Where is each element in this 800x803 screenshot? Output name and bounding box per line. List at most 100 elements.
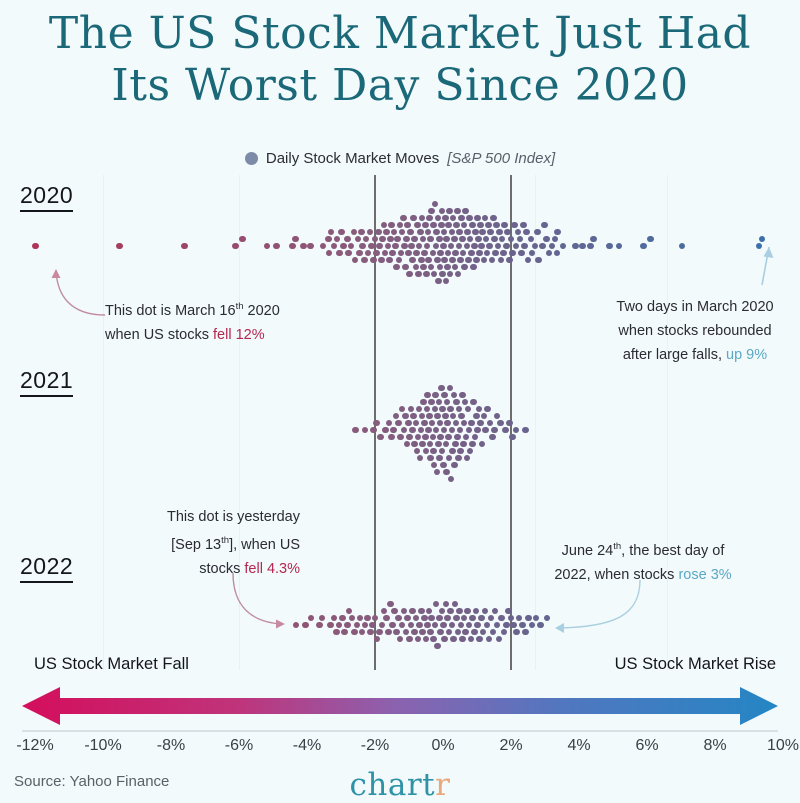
data-dot <box>435 398 443 406</box>
data-dot <box>548 242 556 250</box>
data-dot <box>420 398 427 406</box>
annotation-text: after large falls, <box>622 347 727 363</box>
data-dot <box>428 398 435 406</box>
data-dot <box>460 440 467 448</box>
data-dot <box>430 447 437 455</box>
data-dot <box>442 600 450 608</box>
data-dot <box>429 249 437 257</box>
data-dot <box>482 426 489 434</box>
data-dot <box>438 384 445 392</box>
data-dot <box>535 256 542 264</box>
data-dot <box>432 391 439 399</box>
data-dot <box>518 621 526 629</box>
data-dot <box>758 235 766 243</box>
data-dot <box>457 256 464 264</box>
data-dot <box>516 235 524 243</box>
data-dot <box>509 433 516 441</box>
data-dot <box>463 454 471 462</box>
data-dot <box>388 433 395 441</box>
data-dot <box>362 235 370 243</box>
data-dot <box>430 635 437 643</box>
data-dot <box>344 235 351 243</box>
data-dot <box>432 426 440 434</box>
data-dot <box>493 621 501 629</box>
data-dot <box>358 628 366 636</box>
data-dot <box>464 607 471 615</box>
year-label-2021: 2021 <box>20 367 74 397</box>
data-dot <box>410 412 417 420</box>
data-dot <box>466 214 473 222</box>
data-dot <box>483 249 491 257</box>
data-dot <box>442 277 450 285</box>
data-dot <box>292 621 300 629</box>
faint-band <box>534 175 536 670</box>
data-dot <box>361 426 369 434</box>
data-dot <box>430 270 438 278</box>
data-dot <box>487 614 495 622</box>
data-dot <box>490 214 497 222</box>
data-dot <box>428 207 436 215</box>
data-dot <box>476 635 483 643</box>
data-dot <box>448 228 456 236</box>
data-dot <box>524 256 532 264</box>
data-dot <box>428 419 436 427</box>
annotation-sep-13-2022: This dot is yesterday [Sep 13th], when US… <box>120 505 300 581</box>
data-dot <box>447 242 455 250</box>
data-dot <box>377 433 384 441</box>
data-dot <box>527 235 535 243</box>
data-dot <box>319 242 327 250</box>
data-dot <box>452 249 459 257</box>
data-dot <box>443 468 450 476</box>
data-dot <box>474 621 481 629</box>
data-dot <box>350 228 358 236</box>
data-dot <box>424 391 431 399</box>
data-dot <box>339 614 346 622</box>
data-dot <box>325 249 333 257</box>
data-dot <box>459 249 467 257</box>
data-dot <box>434 214 442 222</box>
data-dot <box>433 228 440 236</box>
data-dot <box>475 235 482 243</box>
annotation-text: th <box>221 535 230 546</box>
faint-band <box>667 175 669 670</box>
data-dot <box>421 419 428 427</box>
data-dot <box>412 419 420 427</box>
data-dot <box>438 447 446 455</box>
data-dot <box>493 412 501 420</box>
data-dot <box>456 426 464 434</box>
data-dot <box>422 433 429 441</box>
data-dot <box>375 228 382 236</box>
data-dot <box>510 621 517 629</box>
data-dot <box>330 614 338 622</box>
data-dot <box>378 621 386 629</box>
annotation-line: when US stocks fell 12% <box>105 323 325 347</box>
data-dot <box>512 426 520 434</box>
data-dot <box>528 249 536 257</box>
data-dot <box>755 242 763 250</box>
data-dot <box>405 249 412 257</box>
annotation-line: 2022, when stocks rose 3% <box>533 563 753 587</box>
annotation-text: fell 12% <box>213 326 265 343</box>
data-dot <box>395 614 402 622</box>
data-dot <box>497 419 504 427</box>
data-dot <box>431 405 439 413</box>
data-dot <box>399 214 407 222</box>
axis-tick: -8% <box>156 737 186 754</box>
legend-label: Daily Stock Market Moves <box>265 150 440 167</box>
data-dot <box>330 242 338 250</box>
data-dot <box>464 405 472 413</box>
data-dot <box>437 249 444 257</box>
data-dot <box>427 263 435 271</box>
data-dot <box>543 614 551 622</box>
data-dot <box>447 405 454 413</box>
data-dot <box>382 614 390 622</box>
data-dot <box>418 214 426 222</box>
data-dot <box>472 607 480 615</box>
data-dot <box>181 242 188 250</box>
annotation-line: Two days in March 2020 <box>590 295 800 319</box>
data-dot <box>445 221 453 229</box>
data-dot <box>366 228 374 236</box>
data-dot <box>403 440 411 448</box>
data-dot <box>439 405 446 413</box>
data-dot <box>489 433 496 441</box>
